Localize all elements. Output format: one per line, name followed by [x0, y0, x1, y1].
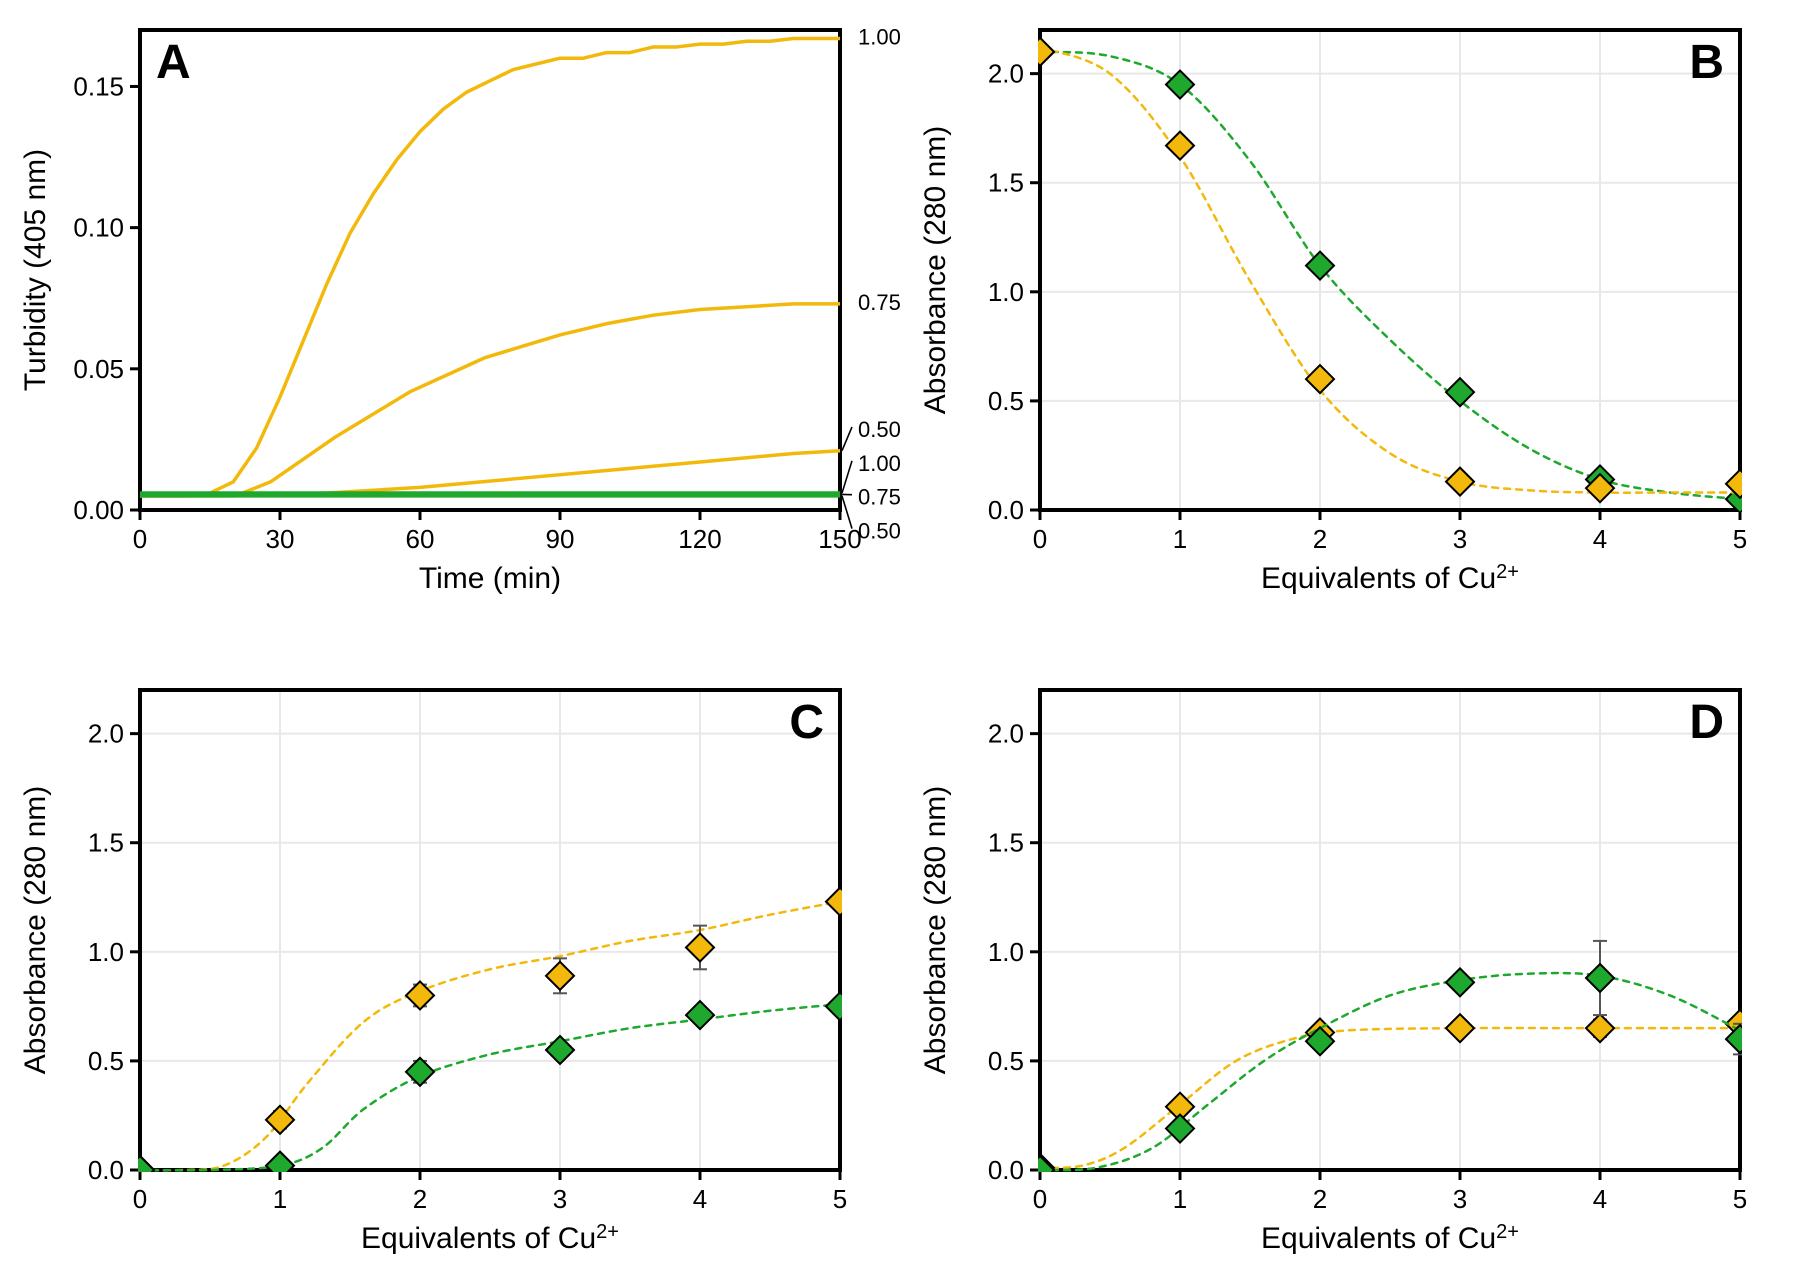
data-point — [826, 888, 854, 916]
svg-text:2.0: 2.0 — [988, 59, 1024, 89]
svg-text:1.0: 1.0 — [988, 937, 1024, 967]
data-point — [546, 962, 574, 990]
svg-text:1: 1 — [1173, 1184, 1187, 1214]
fit-curve-yellow — [1040, 47, 1740, 492]
svg-text:150: 150 — [818, 524, 861, 554]
series-end-label: 0.50 — [858, 519, 901, 544]
svg-text:3: 3 — [1453, 524, 1467, 554]
data-point — [1166, 1115, 1194, 1143]
data-point — [1026, 38, 1054, 66]
svg-text:4: 4 — [1593, 524, 1607, 554]
svg-text:3: 3 — [1453, 1184, 1467, 1214]
svg-text:0.0: 0.0 — [988, 495, 1024, 525]
data-point — [826, 992, 854, 1020]
panel-letter-D: D — [1689, 696, 1724, 749]
svg-text:1.5: 1.5 — [988, 828, 1024, 858]
svg-text:4: 4 — [693, 1184, 707, 1214]
fit-curve-green — [1040, 973, 1740, 1170]
series-end-label: 0.50 — [858, 417, 901, 442]
x-axis-label: Time (min) — [419, 562, 561, 595]
data-point — [686, 933, 714, 961]
svg-text:1.5: 1.5 — [88, 828, 124, 858]
svg-text:0: 0 — [1033, 1184, 1047, 1214]
svg-text:2: 2 — [1313, 524, 1327, 554]
svg-text:0.5: 0.5 — [988, 386, 1024, 416]
svg-text:30: 30 — [266, 524, 295, 554]
svg-text:0.00: 0.00 — [73, 495, 124, 525]
y-axis-label: Absorbance (280 nm) — [19, 786, 52, 1075]
svg-text:0.10: 0.10 — [73, 213, 124, 243]
svg-text:0.0: 0.0 — [988, 1155, 1024, 1185]
panel-A: 0 30 60 90 120 150 0.00 0.05 0.10 0.15 Time (min) T… — [19, 24, 901, 595]
svg-text:0.5: 0.5 — [988, 1046, 1024, 1076]
svg-text:2: 2 — [413, 1184, 427, 1214]
fit-curve-yellow — [140, 902, 840, 1171]
data-point — [266, 1106, 294, 1134]
svg-text:1.0: 1.0 — [988, 277, 1024, 307]
svg-text:60: 60 — [406, 524, 435, 554]
data-point — [1306, 365, 1334, 393]
svg-text:5: 5 — [1733, 1184, 1747, 1214]
panel-letter-A: A — [156, 36, 191, 89]
svg-text:5: 5 — [833, 1184, 847, 1214]
panel-C: 0 1 2 3 4 5 0.0 0.5 1.0 1.5 2.0 Equivalents of Cu2+… — [19, 690, 854, 1255]
data-point — [1166, 132, 1194, 160]
svg-text:2: 2 — [1313, 1184, 1327, 1214]
svg-text:0: 0 — [1033, 524, 1047, 554]
data-point — [1166, 71, 1194, 99]
panel-letter-C: C — [789, 696, 824, 749]
data-point — [406, 1058, 434, 1086]
data-point — [1446, 468, 1474, 496]
y-axis-label: Absorbance (280 nm) — [919, 786, 952, 1075]
svg-text:1.0: 1.0 — [88, 937, 124, 967]
svg-text:5: 5 — [1733, 524, 1747, 554]
svg-text:120: 120 — [678, 524, 721, 554]
data-point — [1446, 378, 1474, 406]
data-point — [1586, 964, 1614, 992]
series-end-label: 0.75 — [858, 485, 901, 510]
svg-text:0: 0 — [133, 524, 147, 554]
svg-text:2.0: 2.0 — [88, 719, 124, 749]
data-point — [1586, 1014, 1614, 1042]
data-point — [686, 1001, 714, 1029]
figure-svg: 03060901201500.000.050.100.15Time (min)T… — [0, 0, 1800, 1273]
fit-curve-yellow — [1040, 1028, 1740, 1168]
svg-text:90: 90 — [546, 524, 575, 554]
svg-text:0.0: 0.0 — [88, 1155, 124, 1185]
series-end-label: 1.00 — [858, 451, 901, 476]
data-point — [1306, 252, 1334, 280]
svg-text:3: 3 — [553, 1184, 567, 1214]
x-axis-label: Equivalents of Cu2+ — [1261, 1221, 1519, 1255]
svg-text:0.5: 0.5 — [88, 1046, 124, 1076]
panel-B: 0 1 2 3 4 5 0.0 0.5 1.0 1.5 2.0 Equivalents of Cu2+… — [919, 30, 1754, 595]
svg-text:1: 1 — [1173, 524, 1187, 554]
y-axis-label: Absorbance (280 nm) — [919, 126, 952, 415]
x-axis-label: Equivalents of Cu2+ — [1261, 561, 1519, 595]
series-end-label: 0.75 — [858, 290, 901, 315]
series-end-label: 1.00 — [858, 24, 901, 49]
svg-text:0: 0 — [133, 1184, 147, 1214]
svg-text:0.05: 0.05 — [73, 354, 124, 384]
data-point — [1446, 968, 1474, 996]
svg-text:2.0: 2.0 — [988, 719, 1024, 749]
data-point — [406, 981, 434, 1009]
fit-curve-green — [1040, 52, 1740, 499]
panel-D: 0 1 2 3 4 5 0.0 0.5 1.0 1.5 2.0 Equivalents of Cu2+… — [919, 690, 1754, 1255]
series-line-yellow-0.50 — [140, 451, 840, 496]
svg-text:0.15: 0.15 — [73, 71, 124, 101]
figure-container: 03060901201500.000.050.100.15Time (min)T… — [0, 0, 1800, 1273]
panel-letter-B: B — [1689, 36, 1724, 89]
svg-text:1.5: 1.5 — [988, 168, 1024, 198]
svg-text:1: 1 — [273, 1184, 287, 1214]
y-axis-label: Turbidity (405 nm) — [19, 149, 52, 391]
data-point — [1446, 1014, 1474, 1042]
svg-text:4: 4 — [1593, 1184, 1607, 1214]
series-line-yellow-1.00 — [140, 38, 840, 495]
fit-curve-green — [140, 1004, 840, 1170]
x-axis-label: Equivalents of Cu2+ — [361, 1221, 619, 1255]
data-point — [546, 1036, 574, 1064]
